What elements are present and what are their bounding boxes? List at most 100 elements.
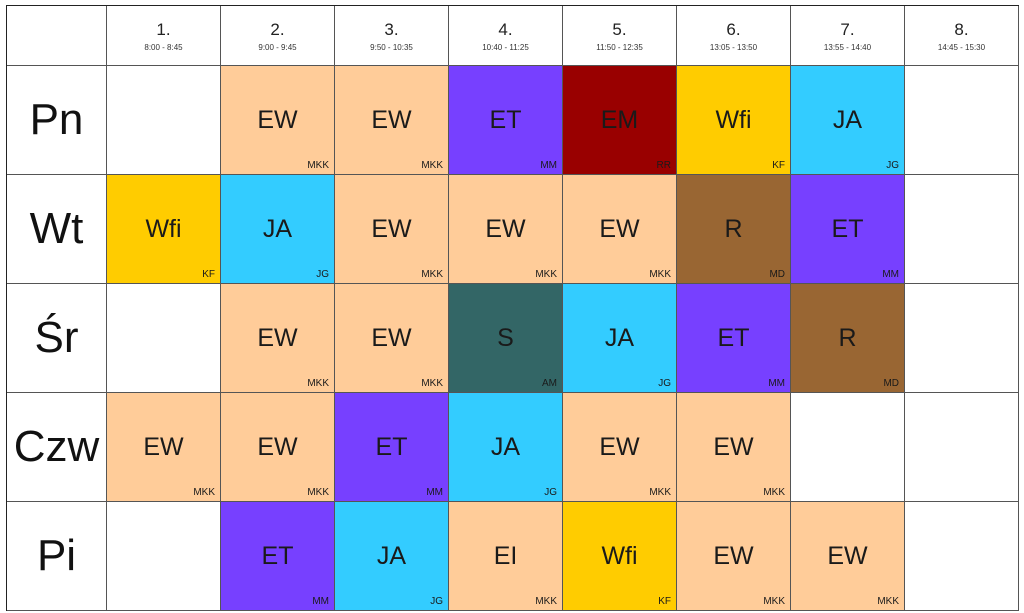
lesson-subject: EW — [371, 324, 412, 352]
period-time: 13:05 - 13:50 — [709, 43, 758, 52]
lesson-teacher: AM — [542, 378, 557, 389]
empty-cell — [107, 284, 221, 393]
period-header: 7. 13:55 - 14:40 — [791, 6, 905, 66]
lesson-teacher: MKK — [763, 596, 785, 607]
lesson-subject: S — [497, 324, 514, 352]
lesson-cell: ET MM — [449, 66, 563, 175]
lesson-teacher: RR — [656, 160, 671, 171]
period-header: 1. 8:00 - 8:45 — [107, 6, 221, 66]
lesson-cell: EW MKK — [107, 393, 221, 502]
lesson-teacher: MKK — [649, 269, 671, 280]
corner-cell — [7, 6, 107, 66]
timetable-grid: 1. 8:00 - 8:45 2. 9:00 - 9:45 3. 9:50 - 10:35… — [6, 5, 1019, 611]
lesson-cell: ET MM — [221, 502, 335, 611]
lesson-teacher: MKK — [649, 487, 671, 498]
empty-cell — [905, 66, 1019, 175]
lesson-subject: EW — [371, 215, 412, 243]
day-label: Śr — [7, 284, 107, 393]
lesson-teacher: MM — [312, 596, 329, 607]
lesson-subject: EM — [600, 106, 639, 134]
day-label: Pn — [7, 66, 107, 175]
lesson-cell: EW MKK — [677, 502, 791, 611]
lesson-cell: Wfi KF — [563, 502, 677, 611]
lesson-cell: ET MM — [791, 175, 905, 284]
lesson-cell: Wfi KF — [107, 175, 221, 284]
lesson-subject: ET — [717, 324, 750, 352]
lesson-subject: EI — [493, 542, 518, 570]
day-label: Pi — [7, 502, 107, 611]
lesson-cell: EW MKK — [563, 393, 677, 502]
empty-cell — [107, 66, 221, 175]
lesson-teacher: MD — [769, 269, 785, 280]
period-number: 8. — [954, 20, 969, 39]
period-number: 5. — [612, 20, 627, 39]
empty-cell — [107, 502, 221, 611]
period-header: 3. 9:50 - 10:35 — [335, 6, 449, 66]
lesson-cell: Wfi KF — [677, 66, 791, 175]
lesson-subject: EW — [599, 433, 640, 461]
day-label: Wt — [7, 175, 107, 284]
lesson-subject: Wfi — [715, 106, 752, 134]
lesson-subject: EW — [713, 542, 754, 570]
empty-cell — [791, 393, 905, 502]
lesson-cell: EW MKK — [791, 502, 905, 611]
lesson-teacher: MKK — [307, 160, 329, 171]
lesson-subject: ET — [489, 106, 522, 134]
lesson-subject: JA — [604, 324, 635, 352]
empty-cell — [905, 175, 1019, 284]
lesson-teacher: MKK — [307, 378, 329, 389]
lesson-teacher: JG — [544, 487, 557, 498]
day-label: Czw — [7, 393, 107, 502]
period-header: 4. 10:40 - 11:25 — [449, 6, 563, 66]
lesson-teacher: MKK — [421, 269, 443, 280]
lesson-cell: ET MM — [335, 393, 449, 502]
lesson-subject: ET — [831, 215, 864, 243]
lesson-teacher: MKK — [421, 160, 443, 171]
lesson-subject: EW — [827, 542, 868, 570]
empty-cell — [905, 284, 1019, 393]
period-time: 13:55 - 14:40 — [823, 43, 872, 52]
lesson-cell: JA JG — [563, 284, 677, 393]
lesson-teacher: JG — [316, 269, 329, 280]
lesson-subject: EW — [599, 215, 640, 243]
lesson-teacher: KF — [658, 596, 671, 607]
empty-cell — [905, 502, 1019, 611]
period-header: 8. 14:45 - 15:30 — [905, 6, 1019, 66]
period-header: 2. 9:00 - 9:45 — [221, 6, 335, 66]
lesson-subject: EW — [485, 215, 526, 243]
lesson-subject: EW — [713, 433, 754, 461]
lesson-teacher: JG — [658, 378, 671, 389]
lesson-cell: EW MKK — [335, 175, 449, 284]
period-header: 5. 11:50 - 12:35 — [563, 6, 677, 66]
lesson-teacher: KF — [772, 160, 785, 171]
lesson-teacher: MKK — [421, 378, 443, 389]
lesson-subject: Wfi — [145, 215, 182, 243]
lesson-subject: Wfi — [601, 542, 638, 570]
lesson-subject: JA — [832, 106, 863, 134]
lesson-teacher: MKK — [193, 487, 215, 498]
lesson-cell: EW MKK — [221, 393, 335, 502]
period-number: 6. — [726, 20, 741, 39]
lesson-teacher: MKK — [535, 596, 557, 607]
lesson-teacher: MM — [768, 378, 785, 389]
lesson-subject: EW — [257, 433, 298, 461]
lesson-teacher: MKK — [763, 487, 785, 498]
lesson-cell: EW MKK — [221, 284, 335, 393]
lesson-cell: JA JG — [335, 502, 449, 611]
period-time: 14:45 - 15:30 — [937, 43, 986, 52]
period-time: 8:00 - 8:45 — [144, 43, 183, 52]
lesson-subject: EW — [371, 106, 412, 134]
period-time: 10:40 - 11:25 — [482, 43, 529, 52]
lesson-teacher: KF — [202, 269, 215, 280]
lesson-cell: JA JG — [449, 393, 563, 502]
lesson-subject: JA — [490, 433, 521, 461]
period-number: 1. — [156, 20, 171, 39]
period-number: 4. — [498, 20, 513, 39]
lesson-cell: EW MKK — [449, 175, 563, 284]
period-time: 9:50 - 10:35 — [370, 43, 413, 52]
lesson-teacher: JG — [886, 160, 899, 171]
lesson-cell: JA JG — [791, 66, 905, 175]
lesson-teacher: MM — [426, 487, 443, 498]
lesson-cell: JA JG — [221, 175, 335, 284]
lesson-teacher: MM — [540, 160, 557, 171]
